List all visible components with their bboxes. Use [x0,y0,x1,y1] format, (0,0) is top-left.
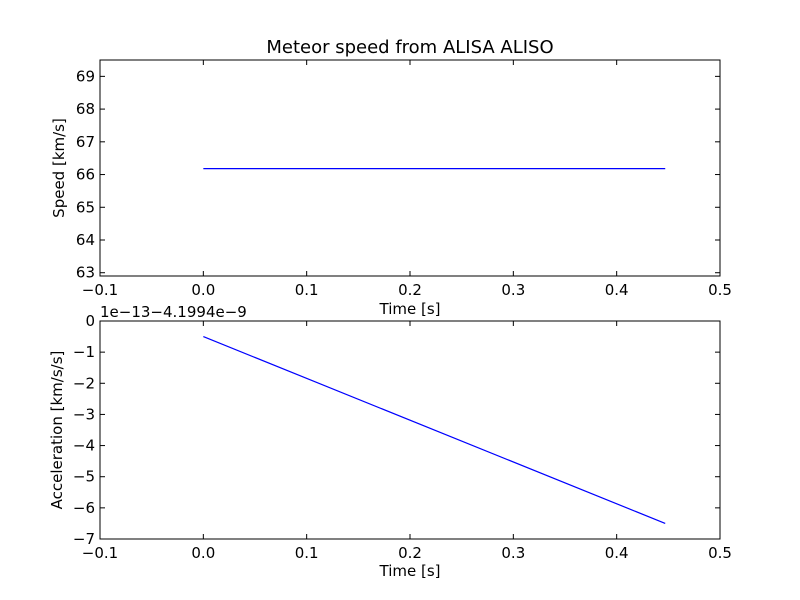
acceleration-ticks: −0.1 0.0 0.1 0.2 0.3 0.4 0.5 0 −1 −2 −3 −4 −5 −6 −7 [73,312,732,562]
acceleration-x-tick-label: 0.5 [708,544,732,562]
speed-y-tick-label: 66 [76,166,95,184]
speed-x-tick-label: 0.5 [708,281,732,299]
speed-y-tick-label: 68 [76,100,95,118]
speed-y-tick-label: 64 [76,231,95,249]
speed-plot-frame [99,59,721,277]
speed-x-tick-label: 0.2 [398,281,422,299]
speed-x-tick-label: 0.4 [605,281,629,299]
acceleration-x-tick-label: 0.4 [605,544,629,562]
speed-y-tick-label: 63 [76,264,95,282]
speed-y-tick-label: 67 [76,133,95,151]
acceleration-offset-text: 1e−13−4.1994e−9 [100,303,247,321]
acceleration-y-tick-label: 0 [85,312,95,330]
speed-subplot: Meteor speed from ALISA ALISO −0.1 0.0 0.1… [50,37,732,318]
acceleration-plot-frame [99,320,721,540]
acceleration-y-tick-label: −3 [73,405,95,423]
speed-y-tick-label: 65 [76,198,95,216]
acceleration-y-tick-label: −5 [73,468,95,486]
acceleration-x-tick-label: 0.1 [295,544,319,562]
speed-ticks: −0.1 0.0 0.1 0.2 0.3 0.4 0.5 63 64 65 66 67 68 69 [76,60,732,299]
acceleration-series [203,336,666,524]
acceleration-x-tick-label: 0.0 [191,544,215,562]
acceleration-y-tick-label: −6 [73,499,95,517]
speed-y-tick-label: 69 [76,67,95,85]
speed-x-tick-label: 0.1 [295,281,319,299]
acceleration-series-line [203,336,666,524]
speed-x-axis-label: Time [s] [379,300,441,318]
acceleration-y-tick-label: −2 [73,374,95,392]
chart-title: Meteor speed from ALISA ALISO [266,37,553,58]
speed-x-tick-label: 0.3 [501,281,525,299]
acceleration-x-axis-label: Time [s] [379,562,441,580]
speed-x-tick-label: −0.1 [82,281,118,299]
speed-x-tick-label: 0.0 [191,281,215,299]
acceleration-y-tick-label: −7 [73,530,95,548]
acceleration-subplot: 1e−13−4.1994e−9 −0.1 0.0 0.1 0.2 0.3 0.4 0.50−… [48,303,732,580]
acceleration-y-axis-label: Acceleration [km/s/s] [48,351,66,510]
acceleration-x-tick-label: −0.1 [82,544,118,562]
speed-y-axis-label: Speed [km/s] [50,118,68,218]
acceleration-y-tick-label: −1 [73,343,95,361]
acceleration-y-tick-label: −4 [73,437,95,455]
acceleration-x-tick-label: 0.3 [501,544,525,562]
acceleration-x-tick-label: 0.2 [398,544,422,562]
